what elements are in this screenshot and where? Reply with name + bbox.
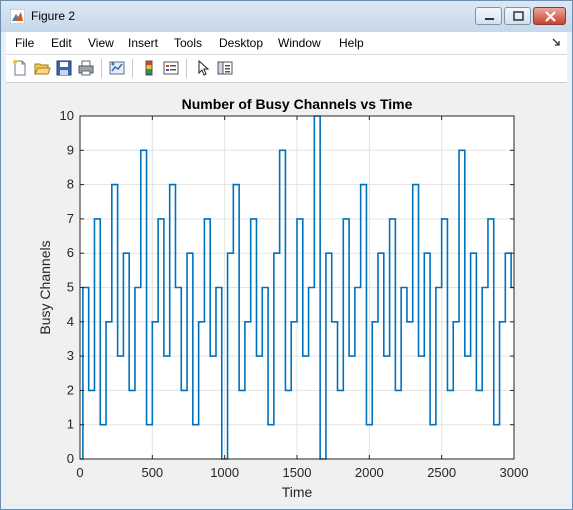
y-tick-label: 8	[67, 177, 74, 192]
link-plot-icon[interactable]	[108, 59, 126, 77]
menu-bar: File Edit View Insert Tools Desktop Wind…	[6, 32, 567, 55]
x-tick-label: 500	[141, 465, 163, 480]
new-figure-icon[interactable]	[11, 59, 29, 77]
menu-window[interactable]: Window	[278, 36, 321, 50]
insert-legend-icon[interactable]	[162, 59, 180, 77]
close-icon	[545, 11, 556, 22]
y-tick-label: 10	[60, 108, 74, 123]
edit-plot-icon[interactable]	[194, 59, 212, 77]
y-tick-label: 2	[67, 382, 74, 397]
menu-tools[interactable]: Tools	[174, 36, 203, 50]
y-axis-label: Busy Channels	[37, 240, 53, 334]
save-icon[interactable]	[55, 59, 73, 77]
property-inspector-icon[interactable]	[216, 59, 234, 77]
y-tick-label: 5	[67, 280, 74, 295]
y-tick-label: 1	[67, 417, 74, 432]
toolbar-separator	[186, 59, 187, 78]
y-tick-label: 0	[67, 451, 74, 466]
maximize-button[interactable]	[504, 7, 531, 25]
minimize-icon	[485, 18, 494, 20]
title-bar[interactable]: Figure 2	[1, 1, 572, 32]
figure-toolbar	[6, 55, 567, 83]
menu-edit[interactable]: Edit	[51, 36, 72, 50]
menu-help[interactable]: Help	[339, 36, 364, 50]
menu-view[interactable]: View	[88, 36, 114, 50]
x-axis-label: Time	[282, 484, 313, 500]
chart-title: Number of Busy Channels vs Time	[182, 96, 413, 112]
menu-desktop[interactable]: Desktop	[219, 36, 264, 50]
y-tick-label: 7	[67, 211, 74, 226]
series-line[interactable]	[80, 115, 514, 460]
minimize-button[interactable]	[475, 7, 502, 25]
window-title: Figure 2	[31, 9, 76, 23]
close-button[interactable]	[533, 7, 566, 25]
toolbar-separator	[132, 59, 133, 78]
y-tick-label: 9	[67, 142, 74, 157]
plot-area[interactable]: 0 500 1000 1500 2000 2500 3000 0 1 2 3 4 5 6 7 8 9 10 Numb…	[6, 83, 567, 504]
x-tick-label: 2500	[427, 465, 456, 480]
x-tick-label: 1000	[210, 465, 239, 480]
figure-canvas: 0 500 1000 1500 2000 2500 3000 0 1 2 3 4 5 6 7 8 9 10 Numb…	[6, 83, 567, 504]
matlab-logo-icon	[10, 9, 25, 24]
x-tick-label: 3000	[500, 465, 529, 480]
y-tick-label: 6	[67, 245, 74, 260]
x-tick-label: 0	[76, 465, 83, 480]
menu-insert[interactable]: Insert	[128, 36, 159, 50]
x-tick-label: 1500	[283, 465, 312, 480]
y-tick-label: 3	[67, 348, 74, 363]
insert-colorbar-icon[interactable]	[140, 59, 158, 77]
menu-file[interactable]: File	[15, 36, 35, 50]
maximize-icon	[513, 11, 524, 21]
toolbar-separator	[101, 59, 102, 78]
print-icon[interactable]	[77, 59, 95, 77]
dock-arrow-icon[interactable]	[552, 38, 561, 47]
x-tick-label: 2000	[355, 465, 384, 480]
open-file-icon[interactable]	[33, 59, 51, 77]
y-tick-label: 4	[67, 314, 74, 329]
